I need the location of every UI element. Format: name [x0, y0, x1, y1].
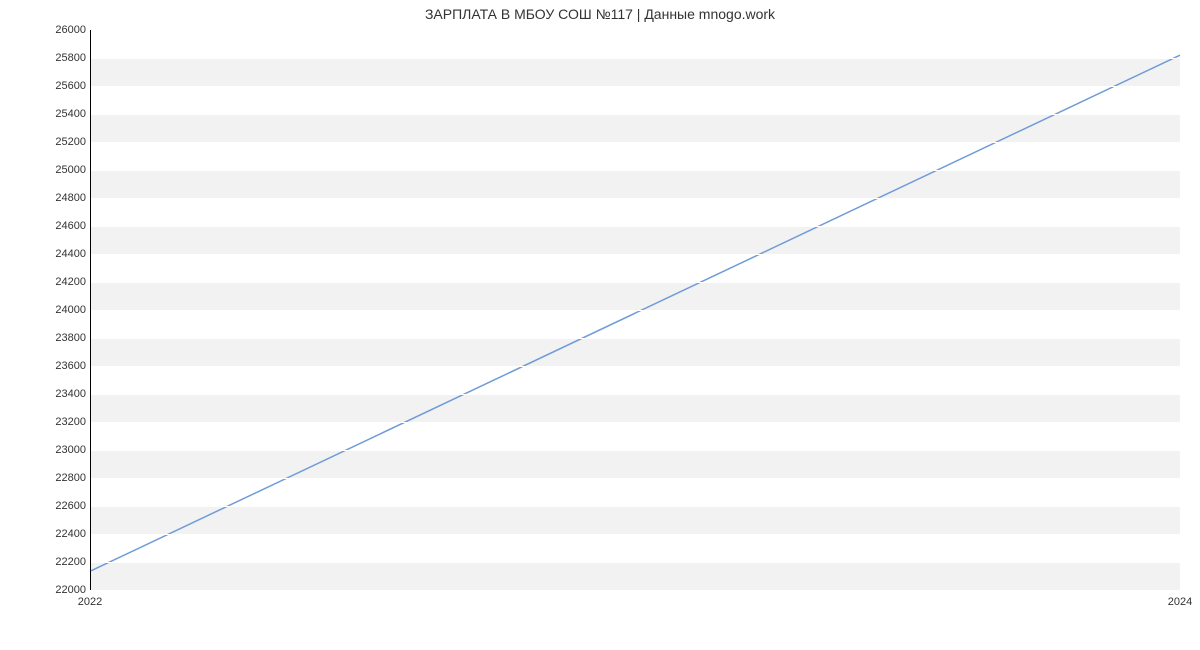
y-gridline [91, 338, 1180, 339]
y-tick-label: 23800 [6, 332, 86, 344]
y-gridline [91, 310, 1180, 311]
y-gridline [91, 422, 1180, 423]
y-tick-label: 23400 [6, 388, 86, 400]
y-gridline [91, 30, 1180, 31]
y-tick-label: 22800 [6, 472, 86, 484]
y-tick-label: 23200 [6, 416, 86, 428]
y-gridline [91, 366, 1180, 367]
y-gridline [91, 478, 1180, 479]
y-tick-label: 24600 [6, 220, 86, 232]
y-gridline [91, 114, 1180, 115]
y-gridline [91, 562, 1180, 563]
y-tick-label: 25800 [6, 52, 86, 64]
x-tick-label: 2022 [78, 596, 102, 608]
y-tick-label: 23000 [6, 444, 86, 456]
y-gridline [91, 170, 1180, 171]
y-tick-label: 22200 [6, 556, 86, 568]
y-tick-label: 22000 [6, 584, 86, 596]
y-tick-label: 24200 [6, 276, 86, 288]
series-line-salary [91, 55, 1180, 571]
y-tick-label: 25000 [6, 164, 86, 176]
y-gridline [91, 534, 1180, 535]
y-tick-label: 26000 [6, 24, 86, 36]
y-tick-label: 24800 [6, 192, 86, 204]
salary-line-chart: ЗАРПЛАТА В МБОУ СОШ №117 | Данные mnogo.… [0, 0, 1200, 650]
y-tick-label: 24000 [6, 304, 86, 316]
plot-area [90, 30, 1180, 590]
y-tick-label: 22600 [6, 500, 86, 512]
y-gridline [91, 198, 1180, 199]
y-tick-label: 25600 [6, 80, 86, 92]
y-gridline [91, 226, 1180, 227]
chart-title: ЗАРПЛАТА В МБОУ СОШ №117 | Данные mnogo.… [0, 6, 1200, 22]
y-gridline [91, 394, 1180, 395]
y-tick-label: 24400 [6, 248, 86, 260]
y-gridline [91, 590, 1180, 591]
y-gridline [91, 506, 1180, 507]
y-tick-label: 25200 [6, 136, 86, 148]
y-tick-label: 22400 [6, 528, 86, 540]
y-gridline [91, 58, 1180, 59]
y-gridline [91, 282, 1180, 283]
y-tick-label: 25400 [6, 108, 86, 120]
y-tick-label: 23600 [6, 360, 86, 372]
y-gridline [91, 142, 1180, 143]
y-gridline [91, 450, 1180, 451]
y-gridline [91, 86, 1180, 87]
y-gridline [91, 254, 1180, 255]
x-tick-label: 2024 [1168, 596, 1192, 608]
